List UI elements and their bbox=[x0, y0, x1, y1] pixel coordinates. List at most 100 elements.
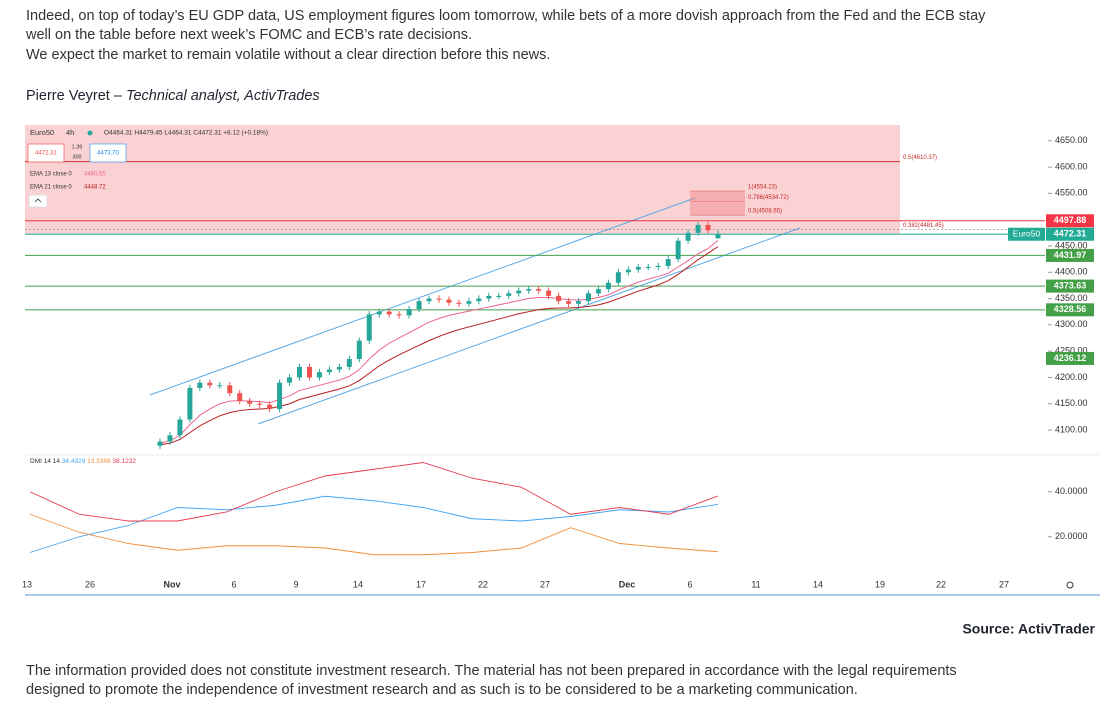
candle-body bbox=[346, 359, 352, 367]
fib-label: 0.5(4610.37) bbox=[903, 155, 937, 161]
level-label: 4431.97 bbox=[1054, 250, 1087, 260]
y-tick-label: 40.0000 bbox=[1055, 486, 1088, 496]
candle-body bbox=[526, 289, 532, 291]
x-tick-label: 9 bbox=[293, 579, 298, 589]
candle-body bbox=[187, 387, 193, 420]
candle-body bbox=[237, 393, 243, 402]
candle-body bbox=[287, 377, 293, 383]
candle-body bbox=[446, 299, 452, 303]
level-box bbox=[1046, 351, 1094, 365]
channel-upper bbox=[149, 197, 696, 396]
candle-body bbox=[436, 298, 442, 300]
candle-body bbox=[476, 298, 482, 302]
y-tick-label: 4550.00 bbox=[1055, 188, 1088, 198]
spread: 1.39 bbox=[72, 144, 83, 150]
disclaimer-line: designed to promote the independence of … bbox=[26, 682, 858, 698]
y-tick-label: 4100.00 bbox=[1055, 424, 1088, 434]
candle-body bbox=[496, 295, 502, 297]
candle-body bbox=[585, 293, 591, 302]
candle-body bbox=[566, 301, 572, 304]
x-tick-label: 14 bbox=[353, 579, 363, 589]
y-tick-label: 4400.00 bbox=[1055, 267, 1088, 277]
level-box bbox=[1046, 303, 1094, 317]
y-tick-label: 4200.00 bbox=[1055, 372, 1088, 382]
oscillator-legend: DMI 14 14 bbox=[30, 458, 60, 465]
candle-body bbox=[257, 403, 263, 405]
candle-body bbox=[157, 441, 163, 446]
symbol-tag-label: Euro50 bbox=[1013, 228, 1041, 238]
candle-body bbox=[605, 282, 611, 290]
candle-body bbox=[227, 385, 233, 394]
settings-icon bbox=[1066, 581, 1074, 589]
oscillator-legend: 13.3368 bbox=[87, 458, 111, 465]
collapse-icon bbox=[34, 198, 42, 203]
candle-body bbox=[356, 340, 362, 360]
candle-body bbox=[655, 265, 661, 267]
x-tick-label: 6 bbox=[231, 579, 236, 589]
oscillator-title: DMI 14 14 34.4329 13.3368 38.1232 bbox=[30, 458, 136, 465]
author-name: Pierre Veyret bbox=[26, 88, 110, 104]
disclaimer-line: The information provided does not consti… bbox=[26, 663, 957, 679]
x-tick-label: 6 bbox=[687, 579, 692, 589]
ohlc: O4464.31 H4479.45 L4464.31 C4472.31 +8.1… bbox=[104, 130, 268, 137]
intro-line: well on the table before next week’s FOM… bbox=[25, 27, 472, 43]
candle-body bbox=[506, 293, 512, 296]
size: 300 bbox=[72, 154, 81, 160]
x-tick-label: 26 bbox=[85, 579, 95, 589]
candle-body bbox=[167, 435, 173, 442]
candle-body bbox=[207, 382, 213, 386]
x-tick-label: 17 bbox=[416, 579, 426, 589]
ema-line bbox=[159, 240, 719, 444]
candle-body bbox=[456, 302, 462, 304]
candle-body bbox=[645, 266, 651, 268]
x-tick-label: 22 bbox=[936, 579, 946, 589]
y-tick-label: 4600.00 bbox=[1055, 161, 1088, 171]
x-tick-label: 11 bbox=[751, 579, 760, 589]
candle-body bbox=[705, 224, 711, 231]
author-role: Technical analyst, ActivTrades bbox=[126, 88, 320, 104]
oscillator-line bbox=[29, 513, 719, 556]
candle-body bbox=[615, 272, 621, 283]
candle-body bbox=[595, 289, 601, 294]
candle-body bbox=[247, 401, 253, 404]
ask: 4473.70 bbox=[97, 151, 119, 157]
candle-body bbox=[556, 295, 562, 302]
candle-body bbox=[695, 224, 701, 233]
y-tick-label: 4650.00 bbox=[1055, 135, 1088, 145]
ema-line bbox=[159, 246, 719, 446]
y-tick-label: 4150.00 bbox=[1055, 398, 1088, 408]
indicator-name: EMA 13 close 0 bbox=[30, 172, 72, 178]
level-label: 4236.12 bbox=[1054, 353, 1087, 363]
candle-body bbox=[516, 290, 522, 294]
oscillator-legend: 38.1232 bbox=[112, 458, 136, 465]
fib-zone bbox=[690, 191, 745, 216]
candle-body bbox=[546, 290, 552, 296]
candle-body bbox=[685, 232, 691, 241]
symbol-tag bbox=[1008, 227, 1045, 241]
x-tick-label: 27 bbox=[540, 579, 550, 589]
candle-body bbox=[197, 382, 203, 388]
level-box bbox=[1046, 248, 1094, 262]
fib-label: 1(4554.23) bbox=[748, 185, 777, 191]
candle-body bbox=[576, 301, 581, 304]
chart: 4650.00 4600.00 4550.00 4450.00 4400.00 4350.… bbox=[22, 122, 1100, 596]
candle-body bbox=[466, 301, 472, 304]
y-tick-label: 4250.00 bbox=[1055, 346, 1088, 356]
candle-body bbox=[416, 301, 422, 310]
bid-box bbox=[27, 143, 65, 163]
status-dot bbox=[87, 130, 93, 136]
candle-body bbox=[217, 385, 223, 387]
collapse-button bbox=[28, 194, 48, 208]
x-tick-label: Dec bbox=[619, 579, 636, 589]
x-tick-label: 14 bbox=[813, 579, 823, 589]
y-tick-label: 4300.00 bbox=[1055, 319, 1088, 329]
candle-body bbox=[306, 366, 312, 378]
candle-body bbox=[376, 311, 382, 315]
level-label: 4328.56 bbox=[1054, 304, 1087, 314]
x-tick-label: 13 bbox=[22, 579, 32, 589]
y-tick-label: 4350.00 bbox=[1055, 293, 1088, 303]
candle-body bbox=[267, 404, 273, 409]
candle-body bbox=[336, 366, 342, 370]
